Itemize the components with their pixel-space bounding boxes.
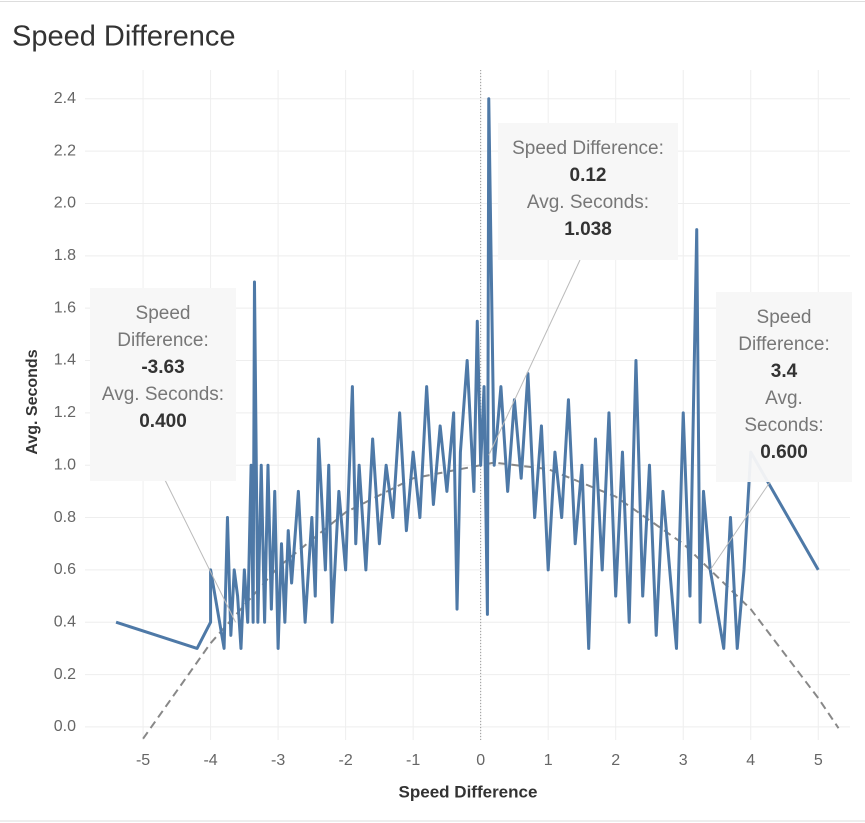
- tooltip-y-value: 1.038: [564, 219, 612, 240]
- tooltip-y-value: 0.600: [760, 442, 808, 463]
- y-tick-label: 2.4: [54, 90, 76, 107]
- y-tick-label: 0.4: [54, 613, 76, 630]
- tooltip-x-text: Speed Difference:: [117, 303, 209, 351]
- tooltip-x-text: Speed Difference:: [512, 138, 664, 159]
- y-tick-label: 0.6: [54, 561, 76, 578]
- x-tick-label: 0: [476, 752, 485, 769]
- y-tick-label: 2.0: [54, 195, 76, 212]
- tooltip: Speed Difference: 0.12 Avg. Seconds: 1.0…: [498, 123, 678, 260]
- x-tick-label: -5: [136, 752, 150, 769]
- y-axis-title: Avg. Seconds: [24, 349, 41, 454]
- x-tick-label: 3: [679, 752, 688, 769]
- tooltip-y-text: Avg. Seconds:: [744, 388, 824, 436]
- tooltip-x-value: 0.12: [569, 165, 607, 186]
- x-tick-label: 5: [814, 752, 823, 769]
- y-tick-label: 2.2: [54, 142, 76, 159]
- x-tick-label: -2: [339, 752, 353, 769]
- y-tick-label: 1.8: [54, 247, 76, 264]
- y-tick-label: 0.2: [54, 666, 76, 683]
- y-tick-label: 1.4: [54, 352, 76, 369]
- x-tick-label: 2: [611, 752, 620, 769]
- y-tick-label: 0.8: [54, 509, 76, 526]
- x-tick-label: 4: [746, 752, 755, 769]
- tooltip-x-value: -3.63: [141, 357, 185, 378]
- tooltip: Speed Difference: -3.63 Avg. Seconds: 0.…: [90, 288, 236, 481]
- x-axis-title: Speed Difference: [399, 782, 538, 801]
- tooltip-y-text: Avg. Seconds:: [526, 192, 650, 213]
- chart-title: Speed Difference: [12, 21, 236, 53]
- x-tick-label: -3: [271, 752, 285, 769]
- annotation-leader: [164, 479, 237, 623]
- y-tick-label: 1.0: [54, 456, 76, 473]
- tooltip-y-value: 0.400: [139, 411, 187, 432]
- x-tick-label: 1: [544, 752, 553, 769]
- tooltip: Speed Difference: 3.4 Avg. Seconds: 0.60…: [716, 292, 852, 482]
- tooltip-x-value: 3.4: [770, 361, 798, 382]
- annotation-leader: [488, 259, 581, 456]
- tooltip-x-text: Speed Difference:: [738, 307, 830, 355]
- annotation-leader: [709, 481, 771, 571]
- y-tick-label: 0.0: [54, 718, 76, 735]
- x-tick-label: -4: [203, 752, 217, 769]
- y-tick-label: 1.6: [54, 299, 76, 316]
- y-tick-label: 1.2: [54, 404, 76, 421]
- tooltip-y-text: Avg. Seconds:: [101, 384, 225, 405]
- x-tick-label: -1: [406, 752, 420, 769]
- data-line: [115, 97, 820, 650]
